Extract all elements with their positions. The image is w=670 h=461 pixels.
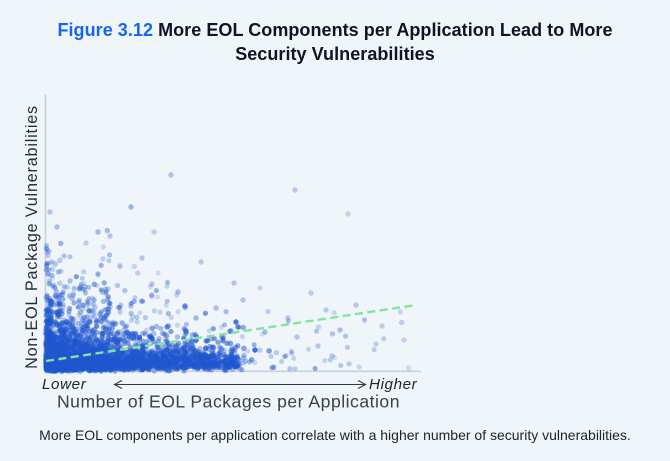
svg-text:Higher: Higher <box>369 376 418 393</box>
svg-text:Non-EOL Package Vulnerabilitie: Non-EOL Package Vulnerabilities <box>23 105 41 369</box>
svg-text:Lower: Lower <box>42 376 87 393</box>
svg-text:Number of EOL Packages per App: Number of EOL Packages per Application <box>57 392 400 412</box>
